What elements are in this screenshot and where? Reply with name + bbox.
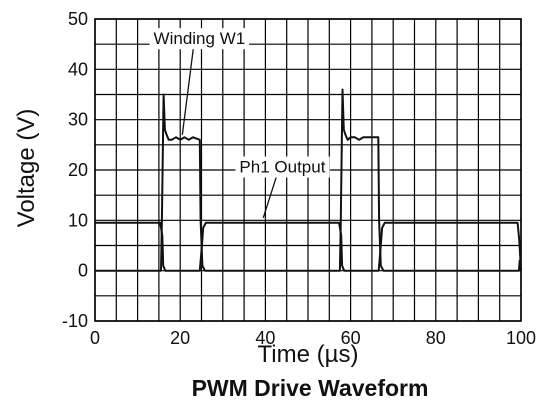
x-axis-label: Time (µs) <box>258 341 359 368</box>
x-axis-ticks: 0 20 40 60 80 100 <box>90 328 536 348</box>
annotation-label: Ph1 Output <box>239 158 325 177</box>
annotations: Winding W1 Ph1 Output <box>149 28 330 219</box>
annotation-leader-line <box>181 48 195 135</box>
series-line-winding-w1 <box>95 88 522 272</box>
y-tick-label: 30 <box>68 110 88 130</box>
y-tick-label: 40 <box>68 59 88 79</box>
annotation-background <box>149 28 250 50</box>
data-series <box>95 88 522 272</box>
x-tick-label: 100 <box>506 328 536 348</box>
annotation-winding-w1: Winding W1 <box>149 28 250 135</box>
x-tick-label: 20 <box>170 328 190 348</box>
series-line-ph1-output <box>95 221 522 272</box>
y-tick-label: 10 <box>68 210 88 230</box>
annotation-label: Winding W1 <box>154 29 246 48</box>
plot-frame <box>94 18 522 322</box>
x-tick-label: 60 <box>341 328 361 348</box>
annotation-background <box>235 156 330 178</box>
annotation-ph1-output: Ph1 Output <box>235 156 330 219</box>
chart-title: PWM Drive Waveform <box>192 375 429 401</box>
y-tick-label: 0 <box>78 261 88 281</box>
x-tick-label: 40 <box>255 328 275 348</box>
x-tick-label: 0 <box>90 328 100 348</box>
y-tick-label: -10 <box>62 311 88 331</box>
y-axis-label: Voltage (V) <box>13 109 40 228</box>
x-tick-label: 80 <box>426 328 446 348</box>
y-axis-ticks: 50 40 30 20 10 0 -10 <box>62 9 88 331</box>
y-tick-label: 50 <box>68 9 88 29</box>
annotation-leader-line <box>262 176 278 219</box>
y-tick-label: 20 <box>68 160 88 180</box>
